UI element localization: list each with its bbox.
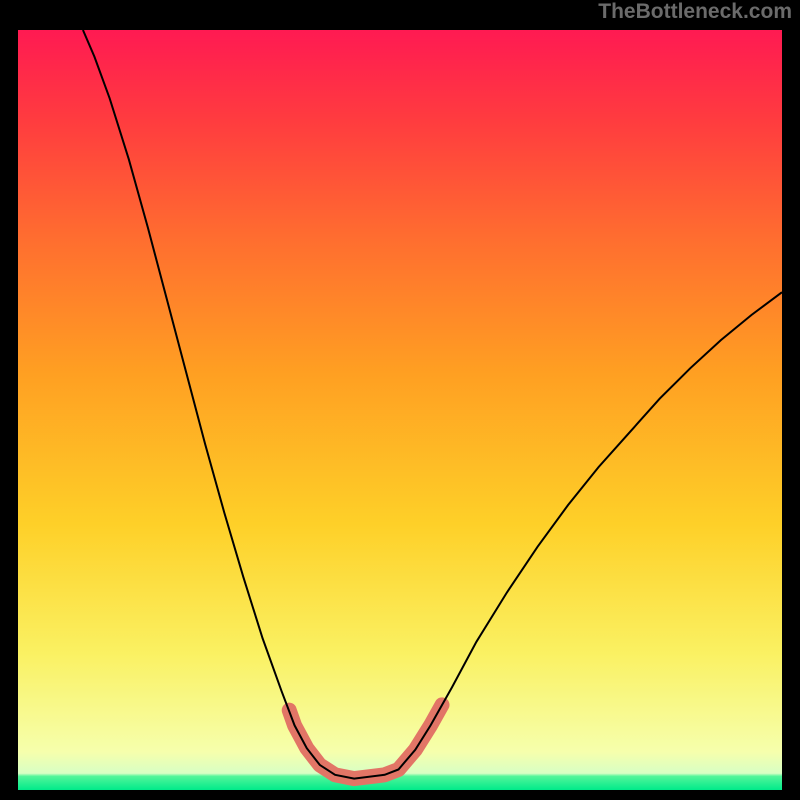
chart-plot-area <box>18 30 782 790</box>
watermark-text: TheBottleneck.com <box>598 0 792 24</box>
bottleneck-curve <box>83 30 782 779</box>
chart-svg-layer <box>18 30 782 790</box>
highlight-curve <box>289 705 442 779</box>
